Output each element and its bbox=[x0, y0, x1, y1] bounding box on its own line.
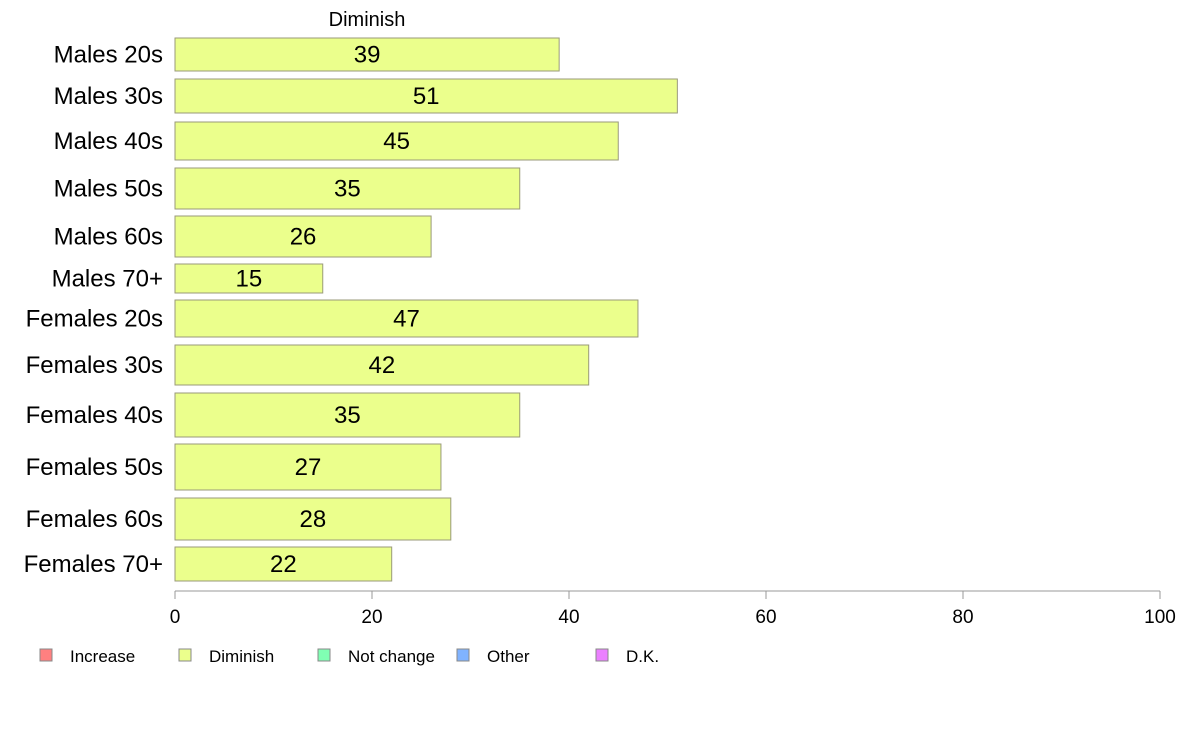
value-label-7: 42 bbox=[368, 352, 395, 379]
bar-diminish-6 bbox=[174, 299, 639, 338]
legend-swatch bbox=[39, 648, 53, 662]
x-tick-label-1: 20 bbox=[361, 607, 382, 628]
category-label-6: Females 20s bbox=[26, 306, 163, 333]
x-tick-label-3: 60 bbox=[755, 607, 776, 628]
bar-diminish-3 bbox=[174, 167, 521, 210]
category-label-8: Females 40s bbox=[26, 402, 163, 429]
bars-layer bbox=[174, 37, 678, 582]
value-label-2: 45 bbox=[383, 128, 410, 155]
value-label-1: 51 bbox=[413, 83, 440, 110]
legend-swatch bbox=[178, 648, 192, 662]
value-label-5: 15 bbox=[236, 266, 263, 293]
bar-diminish-5 bbox=[174, 263, 324, 294]
category-label-4: Males 60s bbox=[54, 224, 163, 251]
value-label-9: 27 bbox=[295, 454, 322, 481]
value-label-6: 47 bbox=[393, 306, 420, 333]
value-label-10: 28 bbox=[300, 506, 327, 533]
x-tick-label-5: 100 bbox=[1144, 607, 1176, 628]
legend-item-0: Increase bbox=[39, 647, 135, 666]
legend: Increase Diminish Not change Other D.K. bbox=[39, 647, 659, 666]
category-label-11: Females 70+ bbox=[24, 551, 163, 578]
category-label-7: Females 30s bbox=[26, 352, 163, 379]
legend-label: Not change bbox=[348, 647, 435, 666]
category-label-3: Males 50s bbox=[54, 176, 163, 203]
legend-swatch bbox=[317, 648, 331, 662]
category-label-10: Females 60s bbox=[26, 506, 163, 533]
x-tick-label-2: 40 bbox=[558, 607, 579, 628]
series-header-label: Diminish bbox=[329, 9, 406, 31]
bar-diminish-0 bbox=[174, 37, 560, 72]
category-label-5: Males 70+ bbox=[52, 266, 163, 293]
value-label-8: 35 bbox=[334, 402, 361, 429]
value-label-11: 22 bbox=[270, 551, 297, 578]
x-tick-label-0: 0 bbox=[170, 607, 181, 628]
legend-label: D.K. bbox=[626, 647, 659, 666]
bar-diminish-10 bbox=[174, 497, 452, 541]
legend-label: Other bbox=[487, 647, 530, 666]
value-label-4: 26 bbox=[290, 224, 317, 251]
x-axis: 0 20 40 60 80 100 bbox=[170, 590, 1176, 628]
legend-label: Diminish bbox=[209, 647, 274, 666]
legend-swatch bbox=[456, 648, 470, 662]
bar-diminish-9 bbox=[174, 443, 442, 491]
value-label-0: 39 bbox=[354, 42, 381, 69]
legend-swatch bbox=[595, 648, 609, 662]
value-label-3: 35 bbox=[334, 176, 361, 203]
category-label-0: Males 20s bbox=[54, 42, 163, 69]
legend-item-2: Not change bbox=[317, 647, 435, 666]
legend-item-3: Other bbox=[456, 647, 530, 666]
legend-item-4: D.K. bbox=[595, 647, 659, 666]
bar-diminish-8 bbox=[174, 392, 521, 438]
category-label-1: Males 30s bbox=[54, 83, 163, 110]
category-label-9: Females 50s bbox=[26, 454, 163, 481]
legend-label: Increase bbox=[70, 647, 135, 666]
bar-diminish-4 bbox=[174, 215, 432, 258]
legend-item-1: Diminish bbox=[178, 647, 274, 666]
bar-diminish-2 bbox=[174, 121, 619, 161]
x-tick-label-4: 80 bbox=[952, 607, 973, 628]
category-labels: Males 20s Males 30s Males 40s Males 50s Male… bbox=[24, 42, 163, 579]
bar-diminish-11 bbox=[174, 546, 393, 582]
category-label-2: Males 40s bbox=[54, 128, 163, 155]
bar-diminish-1 bbox=[174, 78, 678, 114]
bar-diminish-7 bbox=[174, 344, 590, 386]
